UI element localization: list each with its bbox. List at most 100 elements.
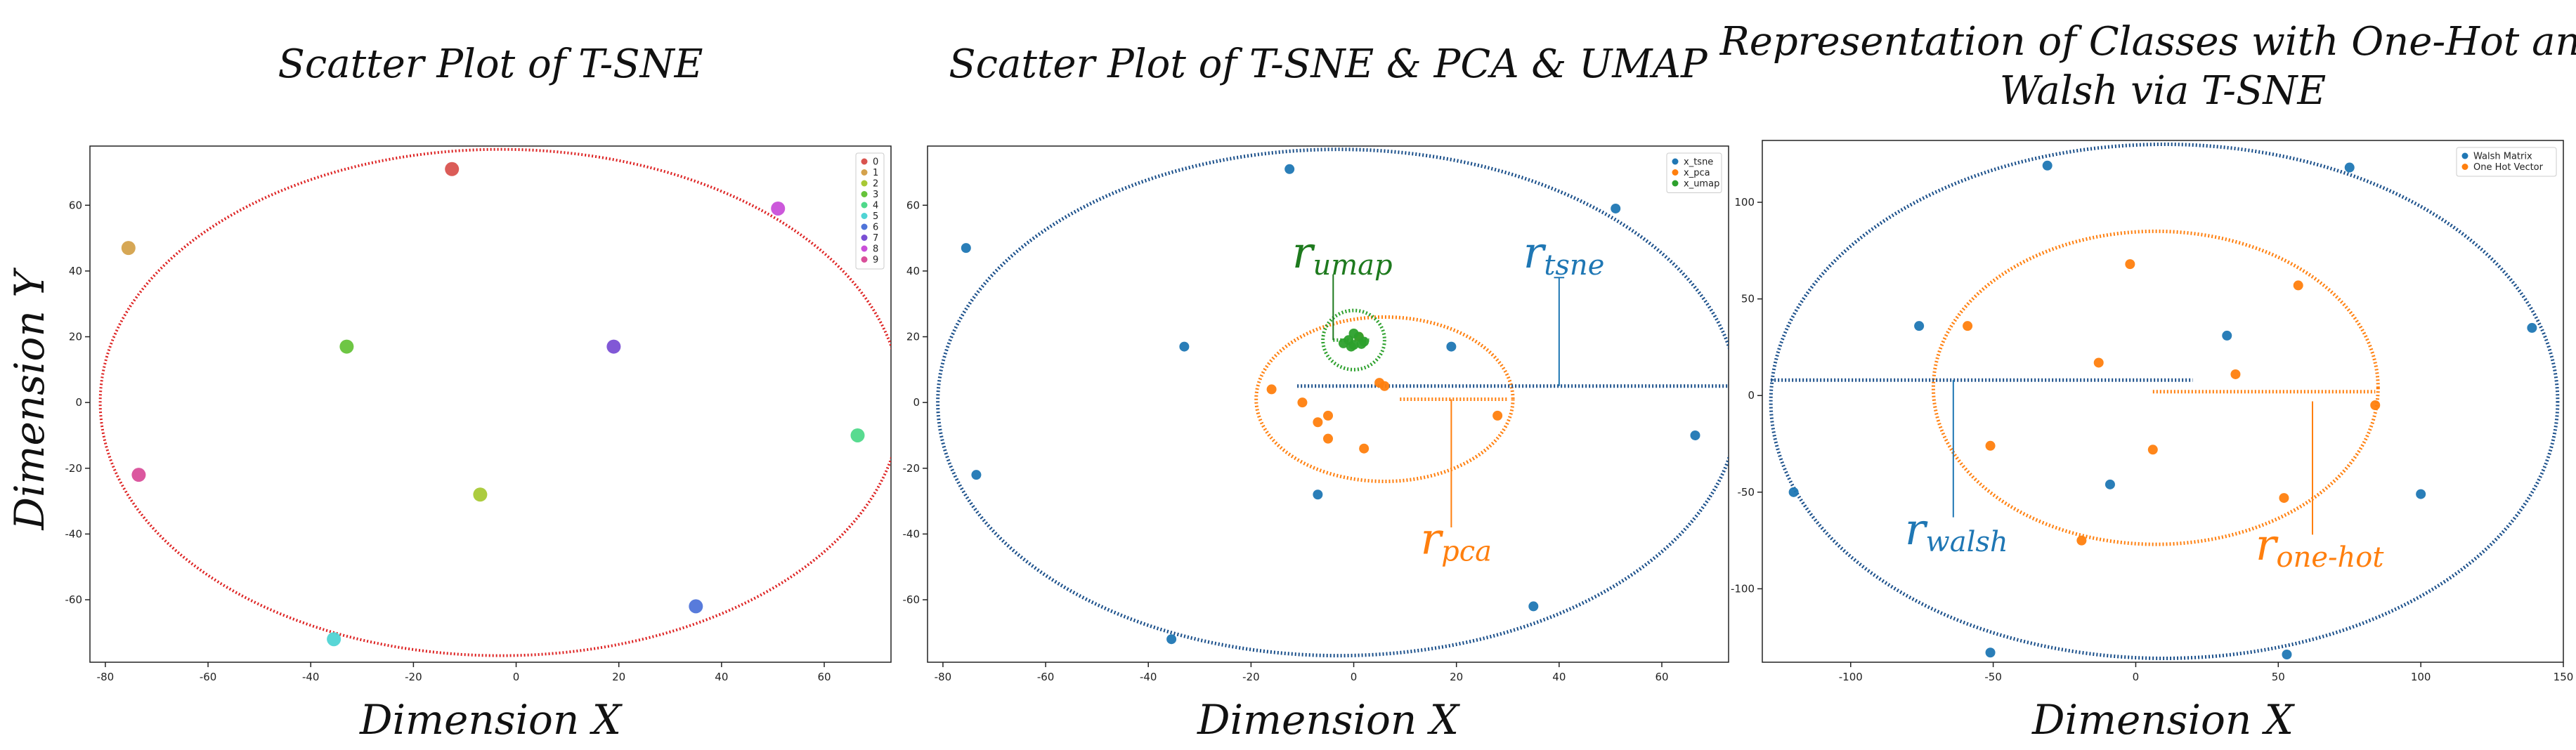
legend-marker (861, 245, 868, 252)
legend-label: x_tsne (1684, 157, 1713, 168)
figure-y-axis-title: Dimension Y (6, 268, 53, 531)
y-tick-label: 20 (906, 331, 920, 343)
data-point (1528, 601, 1539, 612)
radius-annotation-sub: walsh (1925, 526, 2008, 558)
y-tick-label: -40 (903, 527, 921, 540)
data-point (1690, 430, 1700, 440)
x-tick-label: 50 (2272, 671, 2285, 683)
radius-annotation: rwalsh (1905, 504, 2008, 558)
legend-label: 5 (873, 211, 878, 222)
x-tick-label: 100 (2411, 671, 2431, 683)
cluster-ellipse (1254, 315, 1515, 484)
plot-area (936, 147, 1729, 658)
legend-marker (861, 202, 868, 209)
data-point (1492, 410, 1503, 421)
x-tick-label: 0 (1351, 671, 1358, 683)
legend-label: 2 (873, 179, 878, 190)
legend-box (855, 152, 885, 270)
data-point (1348, 328, 1359, 338)
y-tick-label: 0 (913, 396, 920, 409)
data-point (1297, 397, 1308, 408)
x-tick-label: 40 (715, 671, 728, 683)
legend-marker (861, 223, 868, 230)
plot-frame (89, 145, 892, 663)
x-tick-label: -40 (1140, 671, 1157, 683)
legend-label: 4 (873, 201, 878, 211)
charts-container: Scatter Plot of T-SNE-80 -60 -40 -20 0 20 40 60… (65, 19, 2576, 744)
legend-label: Walsh Matrix (2473, 152, 2532, 162)
data-point (1284, 164, 1295, 174)
data-point (2125, 259, 2135, 270)
legend-box (1666, 152, 1722, 193)
x-tick-label: 150 (2554, 671, 2574, 683)
data-point (2293, 280, 2303, 291)
x-tick-label: -20 (1242, 671, 1260, 683)
data-point (1313, 417, 1323, 428)
chart-title: Walsh via T-SNE (2000, 68, 2327, 114)
cluster-ellipse (1769, 143, 2560, 660)
radius-annotation-sub: one-hot (2276, 541, 2384, 574)
x-tick-label: -100 (1839, 671, 1863, 683)
legend-marker (1672, 169, 1679, 176)
data-point (2416, 489, 2426, 499)
x-tick-label: -80 (97, 671, 115, 683)
legend-box (2456, 147, 2557, 177)
data-point (961, 243, 971, 254)
y-tick-label: -100 (1731, 582, 1755, 595)
legend-label: x_umap (1684, 179, 1719, 190)
x-tick-label: 40 (1552, 671, 1566, 683)
data-point (1963, 321, 1973, 331)
data-point (2344, 162, 2355, 173)
y-tick-label: 0 (1748, 389, 1755, 402)
legend-label: 9 (873, 255, 878, 265)
legend-marker (861, 256, 868, 263)
radius-annotation: rtsne (1523, 227, 1605, 282)
data-point (771, 201, 786, 216)
x-tick-label: -40 (302, 671, 320, 683)
chart-title: Scatter Plot of T-SNE & PCA & UMAP (949, 41, 1708, 87)
data-point (1356, 338, 1367, 349)
legend-marker (861, 180, 868, 187)
data-point (1323, 433, 1333, 444)
cluster-ellipse (936, 147, 1729, 658)
data-point (2370, 400, 2381, 411)
y-tick-label: 50 (1741, 293, 1755, 305)
x-tick-label: 60 (1655, 671, 1668, 683)
legend-label: One Hot Vector (2473, 162, 2544, 173)
legend-marker (861, 169, 868, 176)
y-tick-label: 40 (69, 265, 82, 277)
y-tick-label: 60 (69, 199, 82, 211)
data-point (1914, 321, 1925, 331)
data-point (445, 162, 460, 176)
data-point (2076, 535, 2087, 546)
x-tick-label: 20 (1450, 671, 1463, 683)
data-point (850, 428, 865, 442)
legend-label: 8 (873, 244, 878, 255)
data-point (2147, 445, 2158, 455)
chart-panel-2: Scatter Plot of T-SNE & PCA & UMAP -80 -60… (903, 41, 1729, 744)
legend-label: 3 (873, 190, 878, 200)
data-point (2279, 493, 2289, 504)
data-point (339, 339, 354, 354)
x-tick-label: -60 (200, 671, 217, 683)
data-point (2230, 369, 2241, 379)
x-tick-label: 0 (2133, 671, 2140, 683)
radius-annotation: rone-hot (2256, 519, 2385, 574)
legend-marker (2461, 164, 2468, 170)
legend-label: 6 (873, 223, 878, 233)
data-point (2105, 479, 2115, 489)
data-point (1985, 440, 1996, 451)
x-tick-label: 60 (817, 671, 831, 683)
y-tick-label: -60 (903, 593, 921, 606)
data-point (1359, 443, 1370, 454)
x-tick-label: -60 (1037, 671, 1055, 683)
plot-area (1769, 143, 2560, 660)
x-axis-title: Dimension X (2031, 696, 2296, 744)
chart-title: Representation of Classes with One-Hot a… (1719, 19, 2576, 65)
data-point (473, 487, 488, 502)
x-tick-label: -50 (1984, 671, 2002, 683)
data-point (1346, 341, 1356, 352)
